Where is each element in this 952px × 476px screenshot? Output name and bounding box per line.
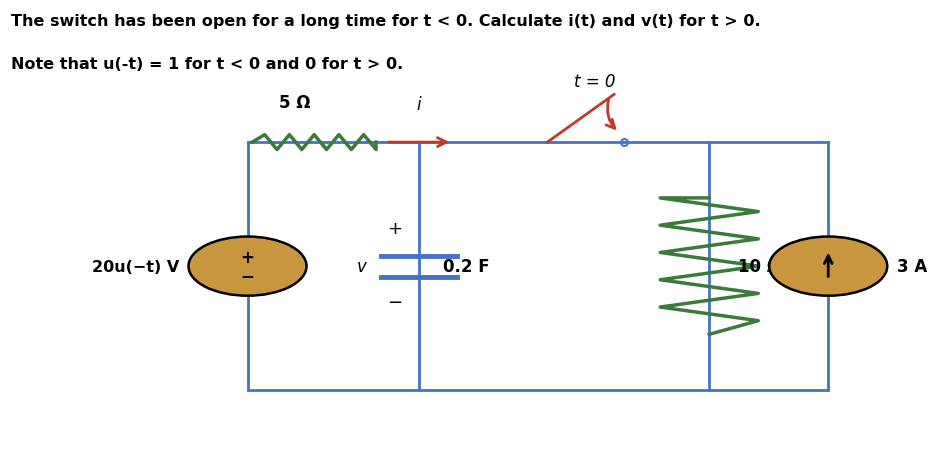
Text: Note that u(-t) = 1 for t < 0 and 0 for t > 0.: Note that u(-t) = 1 for t < 0 and 0 for … [11,57,404,72]
Text: −: − [387,294,403,312]
Circle shape [188,237,307,296]
Text: v: v [357,258,367,276]
Text: The switch has been open for a long time for t < 0. Calculate i(t) and v(t) for : The switch has been open for a long time… [11,14,761,29]
Text: 0.2 F: 0.2 F [443,258,489,276]
Text: 10 Ω: 10 Ω [738,258,781,276]
Text: 20u(−t) V: 20u(−t) V [91,259,179,274]
Text: −: − [241,267,254,284]
Text: +: + [387,219,403,237]
Text: +: + [241,249,254,267]
Circle shape [769,237,887,296]
Text: t = 0: t = 0 [574,72,616,90]
Text: 5 Ω: 5 Ω [279,94,311,112]
Text: 3 A: 3 A [897,258,927,276]
Text: i: i [417,96,421,114]
